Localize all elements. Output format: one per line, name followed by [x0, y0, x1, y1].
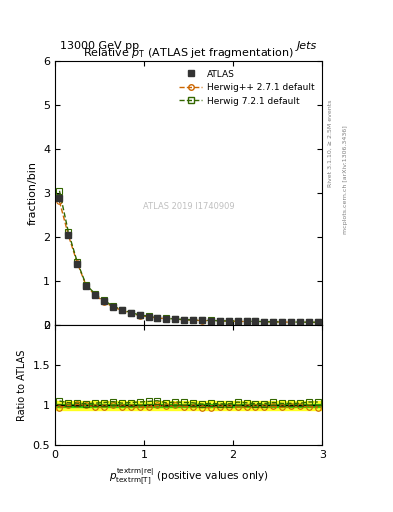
Text: 13000 GeV pp: 13000 GeV pp	[61, 41, 140, 51]
X-axis label: $p_{\rm textrm[T]}^{\rm textrm|re|}$ (positive values only): $p_{\rm textrm[T]}^{\rm textrm|re|}$ (po…	[109, 466, 268, 486]
Y-axis label: Ratio to ATLAS: Ratio to ATLAS	[17, 350, 27, 421]
Title: Relative $p_{\mathrm{T}}$ (ATLAS jet fragmentation): Relative $p_{\mathrm{T}}$ (ATLAS jet fra…	[83, 46, 294, 60]
Text: Rivet 3.1.10, ≥ 2.5M events: Rivet 3.1.10, ≥ 2.5M events	[328, 100, 333, 187]
Text: mcplots.cern.ch [arXiv:1306.3436]: mcplots.cern.ch [arXiv:1306.3436]	[343, 125, 348, 233]
Text: ATLAS 2019 I1740909: ATLAS 2019 I1740909	[143, 202, 235, 211]
Text: Jets: Jets	[297, 41, 317, 51]
Legend: ATLAS, Herwig++ 2.7.1 default, Herwig 7.2.1 default: ATLAS, Herwig++ 2.7.1 default, Herwig 7.…	[176, 66, 318, 109]
Y-axis label: fraction/bin: fraction/bin	[28, 161, 37, 225]
